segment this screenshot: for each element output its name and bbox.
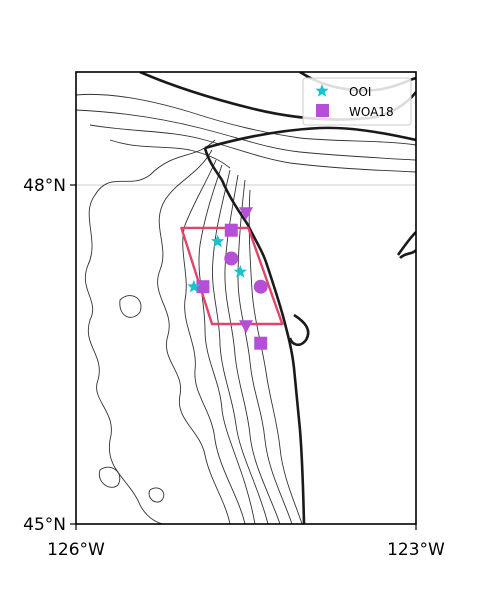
seamount-contour-3 <box>148 487 165 503</box>
bathymetry-contour-4 <box>198 164 256 524</box>
woa18-circle-marker-2 <box>253 279 268 294</box>
legend-frame <box>302 77 412 126</box>
bathymetry-contour-5 <box>212 169 269 524</box>
woa18-square-marker-1 <box>224 223 238 237</box>
bathymetry-contour-shelf <box>84 139 216 524</box>
bathymetry-contour-8 <box>248 189 303 524</box>
strait-contour-3 <box>89 124 416 173</box>
ooi-star-icon <box>315 84 329 97</box>
seamount-contour-1 <box>119 295 142 318</box>
woa18-square-marker-2 <box>196 280 210 294</box>
coastline <box>139 72 416 524</box>
legend-label-ooi: OOI <box>349 85 371 99</box>
ooi-star-marker-1 <box>211 234 225 248</box>
study-region-box <box>180 226 284 326</box>
ooi-star-marker-3 <box>187 279 201 293</box>
bathymetry-contour-3 <box>182 159 246 524</box>
woa18-square-icon <box>316 104 329 117</box>
seamount-contour-2 <box>98 466 121 488</box>
bathymetry-contours <box>76 93 416 524</box>
strait-contour-2 <box>76 109 416 161</box>
coastline-grays-harbor <box>288 313 310 347</box>
coastline-puget-inlet <box>399 249 416 259</box>
bathymetry-contour-6 <box>224 174 281 524</box>
lat-tick-label-48: 48°N <box>23 176 66 196</box>
legend: OOI WOA18 <box>302 77 412 126</box>
woa18-triangle-marker-2 <box>239 320 253 334</box>
axes-frame <box>75 71 417 525</box>
bathymetry-contour-7 <box>237 179 293 524</box>
lat-tick-label-45: 45°N <box>23 515 66 535</box>
strait-contour-4 <box>109 139 231 169</box>
station-markers <box>187 207 268 350</box>
woa18-circle-marker-1 <box>224 251 239 266</box>
woa18-square-marker-3 <box>254 336 268 350</box>
strait-contour-1 <box>76 93 416 146</box>
map-content <box>76 72 416 524</box>
coastline-washington <box>220 179 306 524</box>
ooi-star-marker-2 <box>233 265 247 278</box>
lon-tick-label-126: 126°W <box>47 540 105 560</box>
coastline-cape-flattery <box>203 147 224 181</box>
woa18-triangle-marker-1 <box>239 207 253 221</box>
coastline-puget-sound <box>396 231 416 256</box>
bathymetry-contour-2 <box>157 149 231 524</box>
legend-label-woa18: WOA18 <box>349 105 394 119</box>
coastline-strait-south-shore <box>204 126 416 150</box>
lon-tick-label-123: 123°W <box>387 540 445 560</box>
